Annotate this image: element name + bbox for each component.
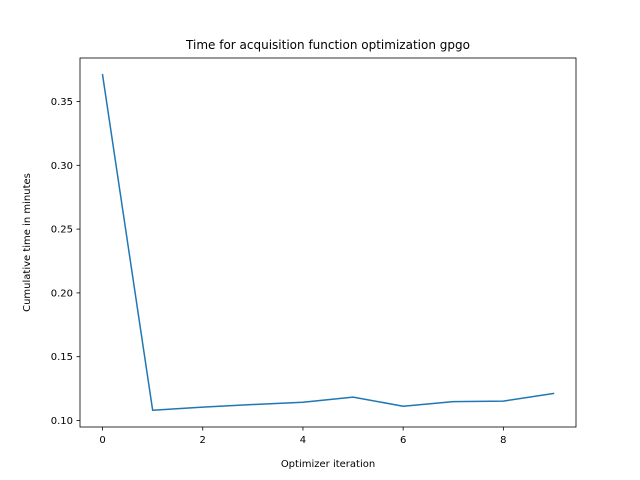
y-tick-label: 0.20	[51, 288, 73, 299]
x-axis-label: Optimizer iteration	[281, 459, 375, 470]
chart-title: Time for acquisition function optimizati…	[185, 38, 470, 52]
x-tick-label: 4	[300, 435, 306, 446]
plot-frame	[79, 57, 577, 428]
y-tick-label: 0.15	[51, 352, 73, 363]
series-line	[101, 73, 555, 412]
y-axis-label: Cumulative time in minutes	[22, 173, 33, 312]
y-axis: 0.10 0.15 0.20 0.25 0.30 0.35	[51, 97, 80, 427]
plot-area: 0 2 4 6 8 0.10 0.15 0.20 0.25 0.30 0.35	[51, 57, 577, 446]
y-tick-label: 0.10	[51, 416, 73, 427]
y-tick-label: 0.25	[51, 225, 73, 236]
x-axis: 0 2 4 6 8	[99, 427, 507, 446]
x-tick-label: 6	[400, 435, 406, 446]
x-tick-label: 2	[200, 435, 206, 446]
y-tick-label: 0.35	[51, 97, 73, 108]
x-tick-label: 8	[500, 435, 506, 446]
y-tick-label: 0.30	[51, 161, 73, 172]
x-tick-label: 0	[99, 435, 105, 446]
